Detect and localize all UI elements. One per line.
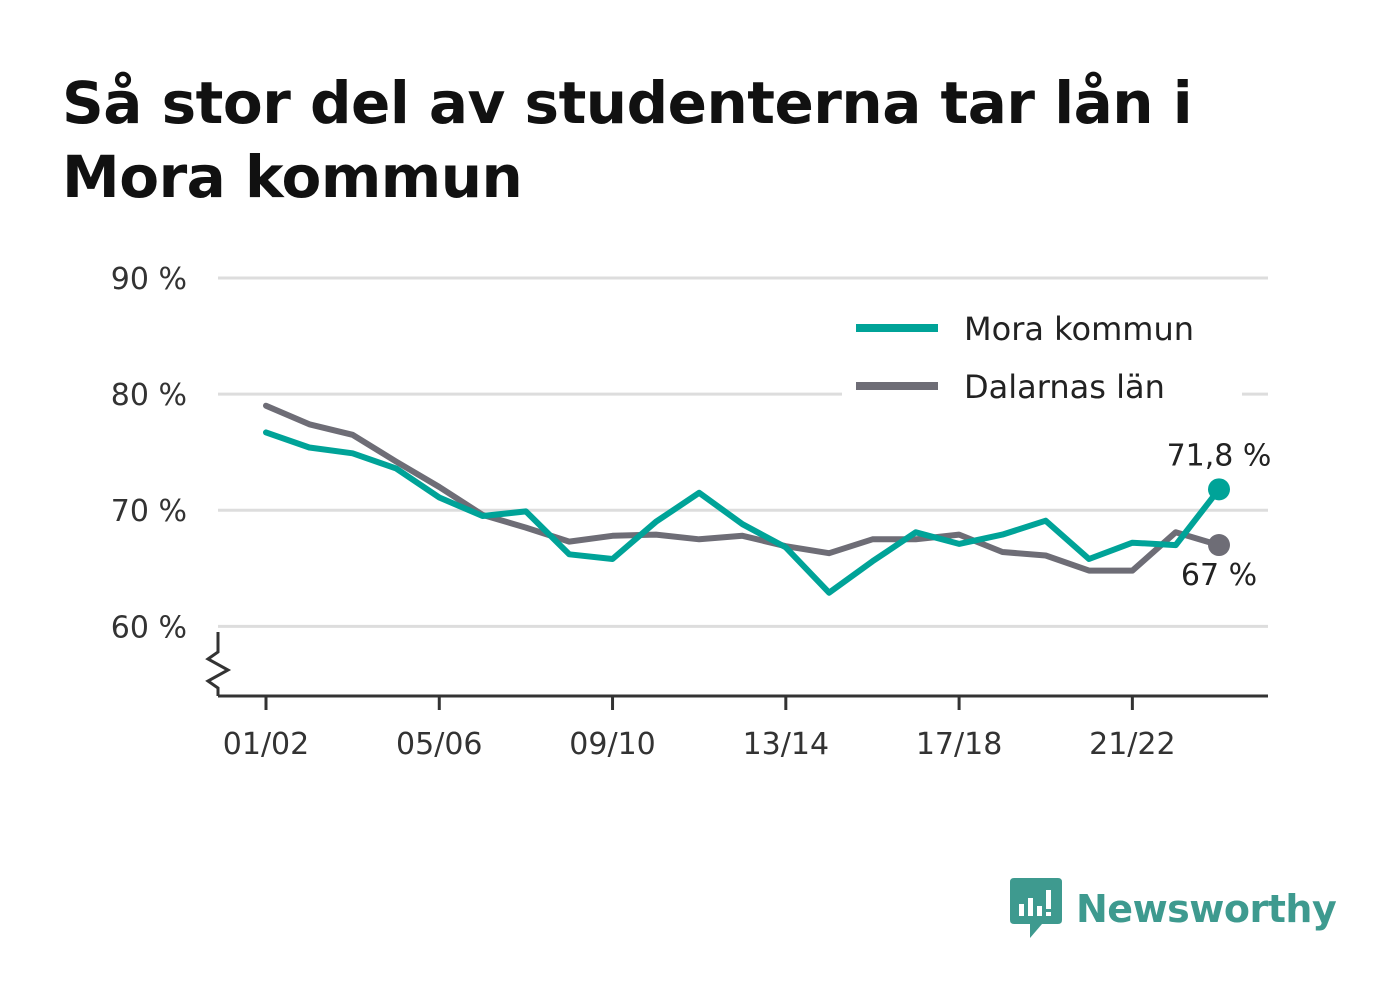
newsworthy-logo: Newsworthy [1010, 878, 1337, 940]
y-tick-label: 80 % [111, 378, 187, 413]
x-tick-label: 05/06 [396, 727, 482, 762]
series-end-point [1208, 478, 1230, 501]
bar-chart-speech-icon [1010, 878, 1062, 938]
x-axis-tick-labels: 01/02 05/06 09/10 13/14 17/18 21/22 [223, 696, 1176, 762]
x-tick-label: 13/14 [743, 727, 829, 762]
series-line [263, 402, 1222, 574]
chart-title: Så stor del av studenterna tar lån i Mor… [62, 69, 1193, 211]
x-tick-label: 21/22 [1089, 727, 1175, 762]
legend-label: Dalarnas län [964, 368, 1165, 406]
series-end-point [1208, 534, 1230, 557]
series-line [263, 429, 1222, 596]
axes [205, 632, 1268, 698]
x-tick-label: 01/02 [223, 727, 309, 762]
brand-name: Newsworthy [1076, 887, 1337, 931]
end-value-label: 67 % [1181, 558, 1257, 593]
y-tick-label: 60 % [111, 610, 187, 645]
y-tick-label: 70 % [111, 494, 187, 529]
y-tick-label: 90 % [111, 262, 187, 297]
y-axis-break [205, 632, 232, 696]
legend-label: Mora kommun [964, 310, 1194, 348]
legend: Mora kommun Dalarnas län [842, 300, 1242, 418]
end-value-label: 71,8 % [1167, 438, 1272, 473]
x-tick-label: 17/18 [916, 727, 1002, 762]
legend-background [842, 300, 1242, 418]
series-lines [263, 402, 1230, 596]
x-tick-label: 09/10 [569, 727, 655, 762]
end-labels: 71,8 % 67 % [1167, 438, 1272, 593]
y-axis-tick-labels: 60 % 70 % 80 % 90 % [111, 262, 187, 645]
